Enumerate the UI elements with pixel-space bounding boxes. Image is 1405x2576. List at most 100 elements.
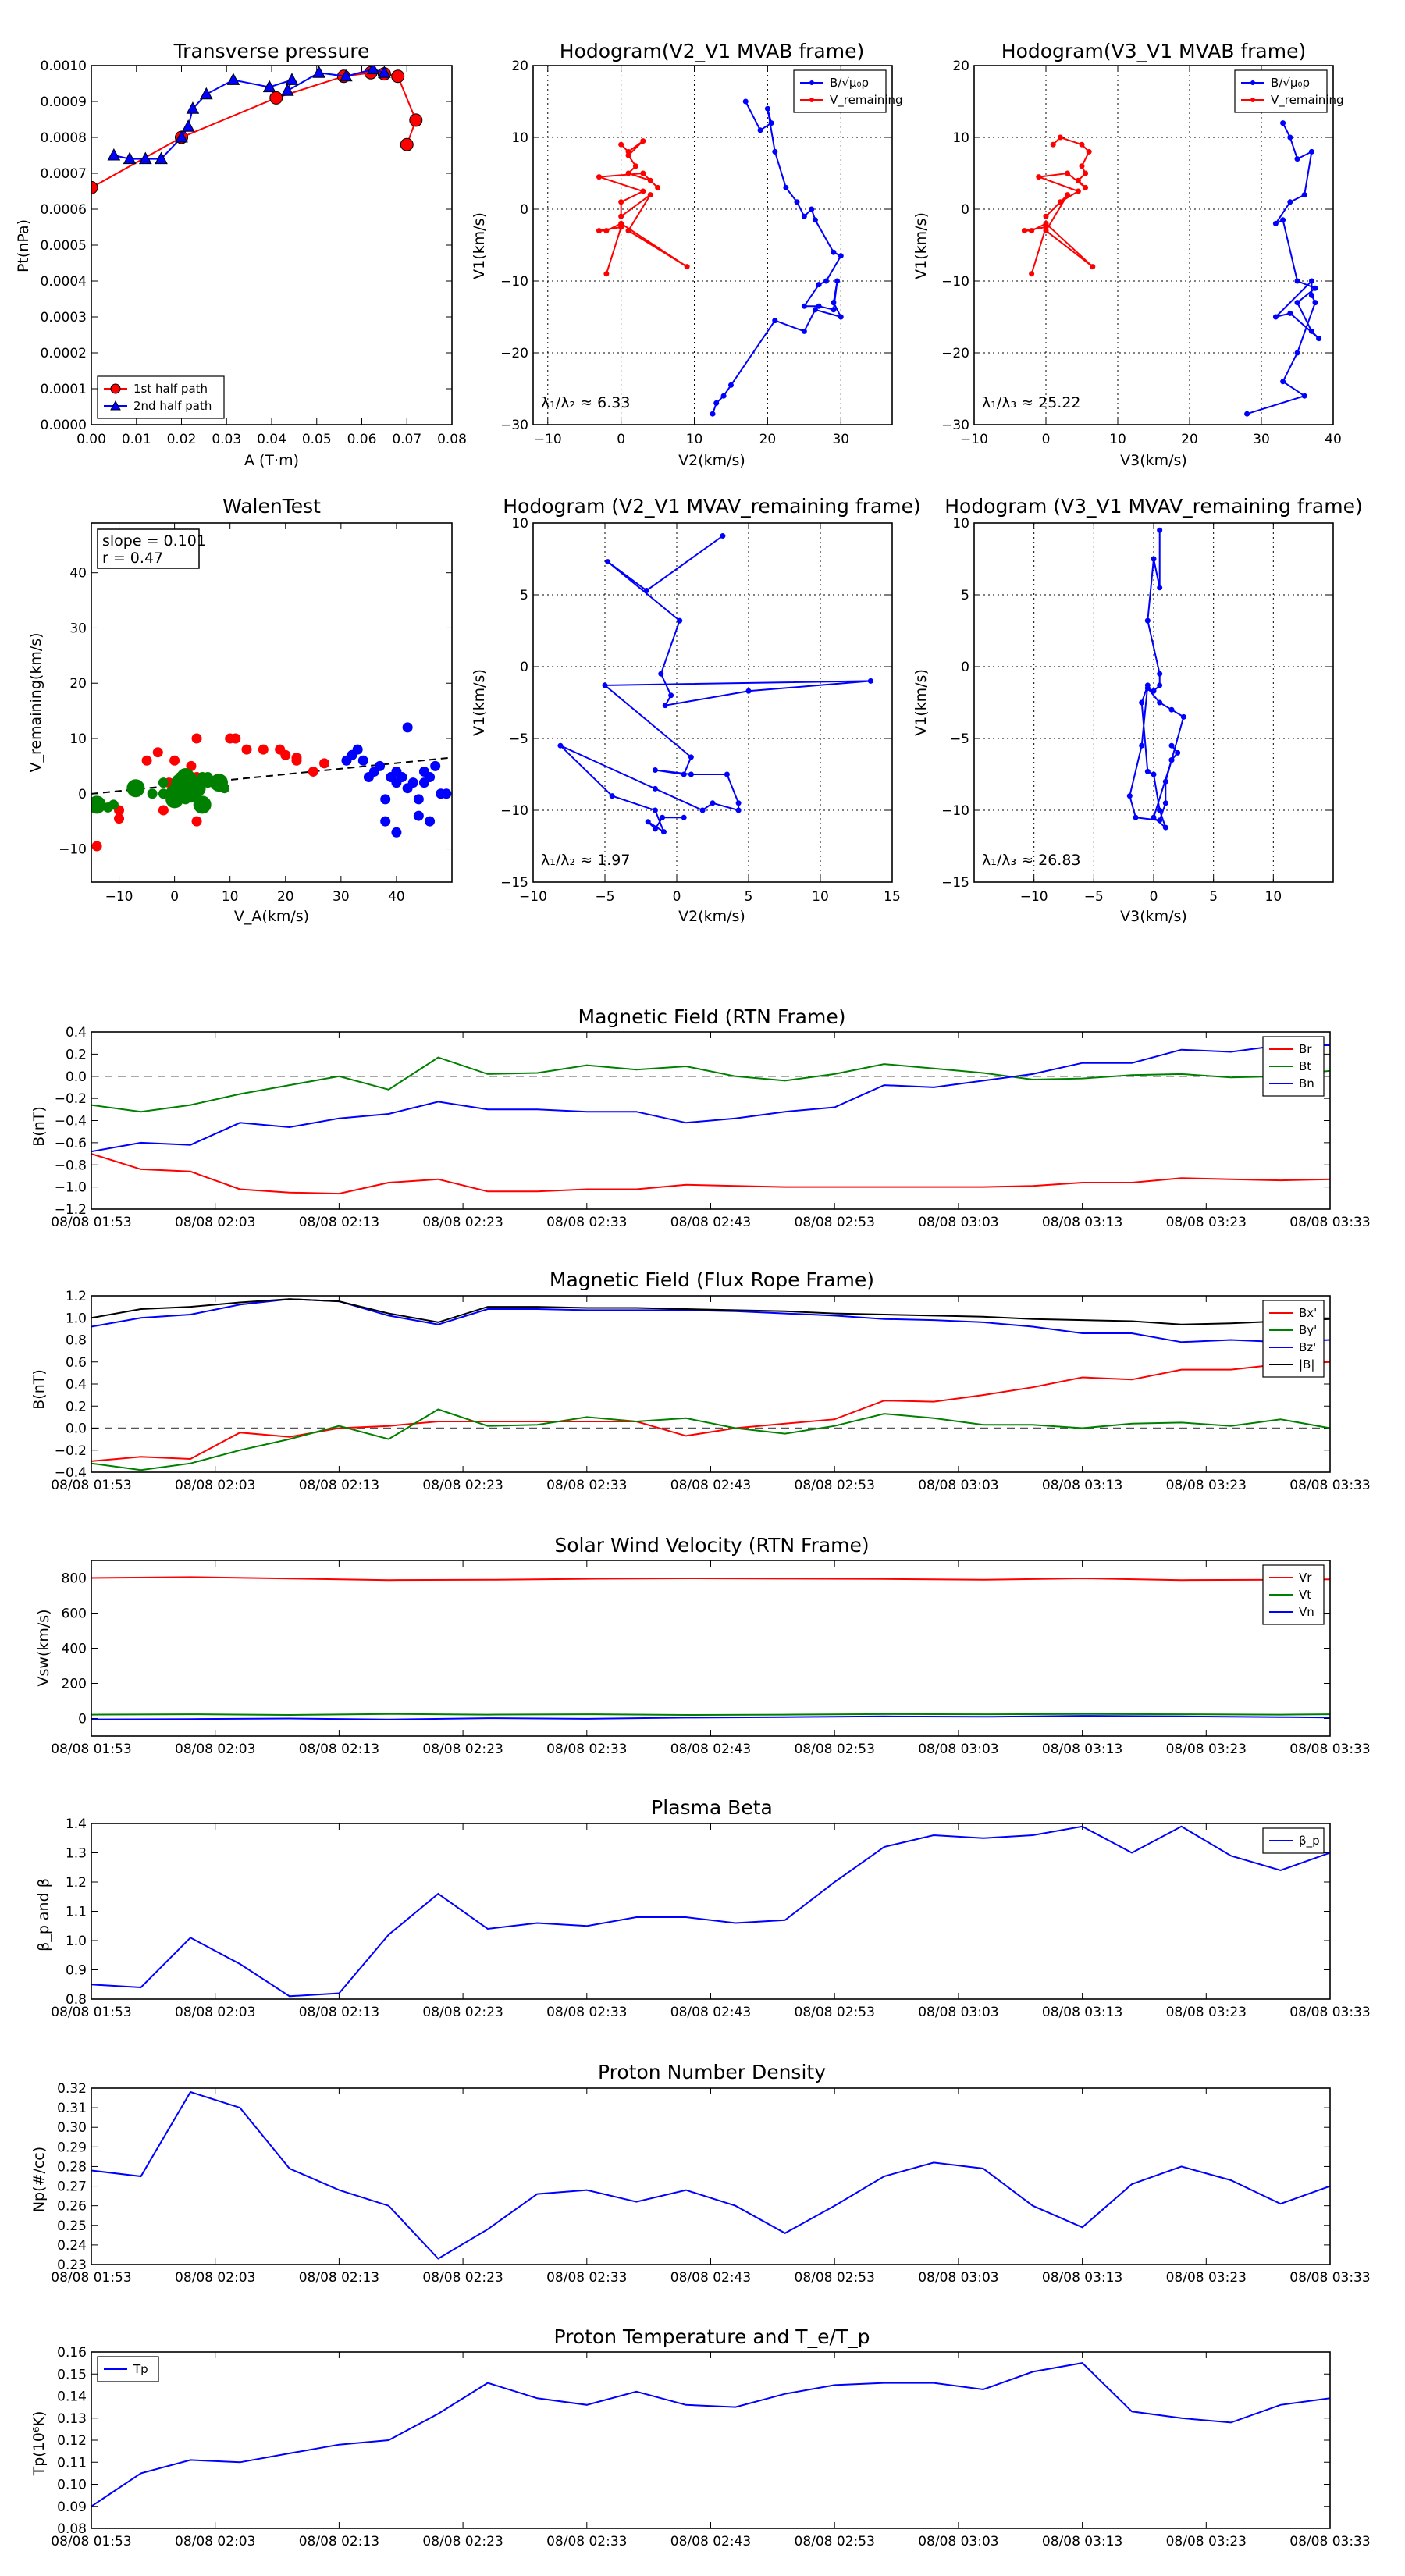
regression-fit-line [91,756,452,795]
plot-frame [91,522,453,883]
data-point [1280,120,1286,126]
series-line-series-0 [91,2090,1330,2260]
data-point [772,318,778,324]
y-tick-label: 10 [511,130,528,146]
data-point [1312,300,1318,306]
data-point [681,814,687,820]
plot-frame [91,65,453,425]
series-line-1st-half-path [91,72,417,189]
y-tick-label: 0 [961,202,969,218]
data-point [1139,742,1145,749]
series-b- [1244,120,1322,417]
y-tick-label: −0.4 [55,1465,87,1481]
data-point [126,779,145,798]
data-point [1057,199,1063,205]
data-point [141,755,152,766]
y-tick-label: 1.3 [66,1846,87,1862]
data-point [745,688,752,694]
data-point [684,264,690,270]
x-tick-label: 08/08 01:53 [51,1742,131,1757]
legend-label: β_p [1299,1834,1320,1848]
legend-label: V_remaining [1271,93,1344,108]
y-axis-label: V1(km/s) [471,669,488,736]
legend: B/√μ₀ρ V_remaining [1234,69,1344,113]
x-tick-label: 08/08 02:53 [795,1478,875,1493]
series-line-tp [91,2362,1330,2507]
x-tick-label: 08/08 02:23 [422,2534,503,2549]
y-tick-label: −20 [500,346,528,361]
y-axis-label: Pt(nPa) [15,219,32,272]
data-point [165,785,184,803]
series-line-b- [1247,123,1320,415]
data-point [400,137,414,151]
data-point [645,819,651,825]
x-tick-label: 08/08 03:13 [1042,2005,1122,2020]
x-tick-label: 08/08 01:53 [51,2270,131,2286]
plot-frame [91,1823,1331,2000]
series-2nd-half-path [107,66,391,165]
legend-marker [1250,98,1255,102]
plot-frame [532,522,893,883]
data-point [402,722,413,733]
panel-title: Hodogram (V3_V1 MVAV_remaining frame) [944,495,1363,518]
data-point [1057,134,1063,141]
y-tick-label: 0.0003 [41,310,87,326]
data-point [413,794,424,805]
series-bz- [91,1298,1330,1343]
series-by- [91,1408,1330,1471]
data-point [1301,192,1307,198]
x-tick-label: −5 [595,889,614,905]
series-line-v-remaining [599,140,688,275]
data-point [262,80,276,93]
x-tick-label: 08/08 02:33 [546,2005,627,2020]
x-axis-label: A (T·m) [244,452,299,469]
data-point [1162,824,1168,831]
data-point [625,228,631,234]
y-axis-label: B(nT) [30,1369,48,1410]
legend: Tp [97,2356,159,2382]
x-tick-label: 08/08 03:23 [1166,2534,1247,2549]
data-point [816,282,822,288]
data-point [625,170,631,176]
data-point [1272,314,1279,320]
walen-test-panel: WalenTest V_A(km/s) V_remaining(km/s) −1… [27,495,453,925]
series-line-series-0 [560,535,871,834]
data-point [838,253,844,259]
series-line-by- [91,1408,1330,1471]
data-point [1144,768,1151,774]
x-tick-label: 0.00 [76,432,106,447]
y-tick-label: 0.0010 [41,59,87,74]
y-tick-label: 0.29 [57,2140,87,2155]
legend: B/√μ₀ρ V_remaining [793,69,903,113]
legend-label: Vt [1299,1588,1311,1602]
data-point [660,829,667,835]
x-tick-label: 40 [1325,432,1342,447]
y-tick-label: 20 [511,59,528,74]
x-tick-label: 08/08 02:13 [299,2270,379,2286]
data-point [241,744,252,755]
transverse-pressure-panel: Transverse pressure A (T·m) Pt(nPa) 0.00… [15,40,467,469]
x-tick-label: 0 [673,889,681,905]
data-point [319,758,330,769]
data-point [710,411,716,417]
data-point [625,152,631,158]
x-axis-label: V2(km/s) [678,908,745,925]
x-tick-label: 08/08 02:13 [299,2005,379,2020]
y-tick-label: −0.2 [55,1091,87,1107]
x-tick-label: 08/08 03:03 [918,1742,998,1757]
y-tick-label: 0.23 [57,2258,87,2273]
x-tick-label: 0 [1042,432,1051,447]
data-point [688,771,694,777]
y-tick-label: 40 [69,566,87,582]
plot-frame [91,2087,1331,2265]
data-point [1090,264,1096,270]
data-point [1294,350,1300,356]
y-tick-label: 0 [961,660,969,675]
plot-area [596,98,844,417]
data-point [727,382,734,388]
x-tick-label: 0.02 [167,432,197,447]
y-axis-label: β_p and β [35,1878,52,1952]
hodogram-v3-v1-mvav-panel: Hodogram (V3_V1 MVAV_remaining frame) V3… [912,495,1363,925]
legend: Br Bt Bn [1262,1036,1325,1097]
data-point [801,303,807,309]
